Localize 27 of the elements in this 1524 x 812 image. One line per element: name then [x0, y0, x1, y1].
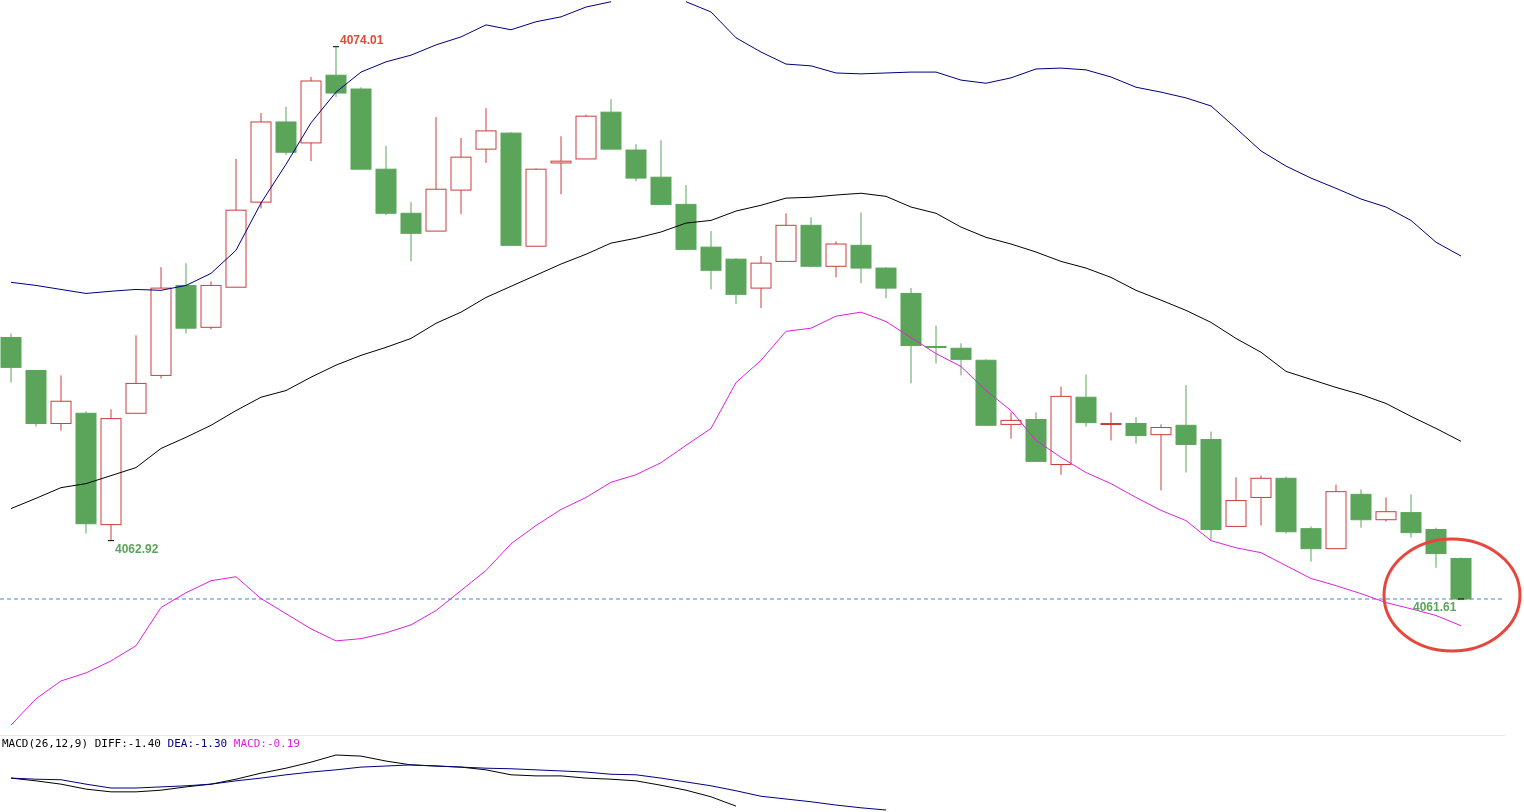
text: DIFF:-1.40	[94, 737, 161, 750]
text: 4061.61	[1413, 600, 1457, 614]
candlestick	[925, 325, 947, 364]
candlestick	[400, 201, 422, 262]
candlestick	[475, 107, 497, 164]
candlestick	[325, 46, 347, 98]
candlestick	[1300, 525, 1322, 563]
candlestick	[1125, 416, 1147, 445]
text: DEA:-1.30	[167, 737, 228, 750]
candlestick	[1150, 423, 1172, 491]
candlestick	[1400, 493, 1422, 539]
candlestick	[1100, 411, 1122, 441]
text: 4074.01	[340, 32, 384, 47]
candlestick	[50, 374, 72, 432]
candlestick	[1000, 411, 1022, 440]
candlestick	[875, 266, 897, 299]
annotation: 4062.92	[115, 541, 159, 556]
candlestick	[850, 211, 872, 284]
candlestick	[1250, 475, 1272, 527]
candlestick	[1175, 384, 1197, 474]
candlestick	[825, 240, 847, 278]
candlestick	[550, 135, 572, 195]
candlestick	[950, 342, 972, 376]
text: MACD:-0.19	[233, 737, 300, 750]
chart-title: MACD(26,12,9)	[2, 737, 89, 750]
candlestick	[1375, 496, 1397, 522]
candlestick	[700, 230, 722, 290]
